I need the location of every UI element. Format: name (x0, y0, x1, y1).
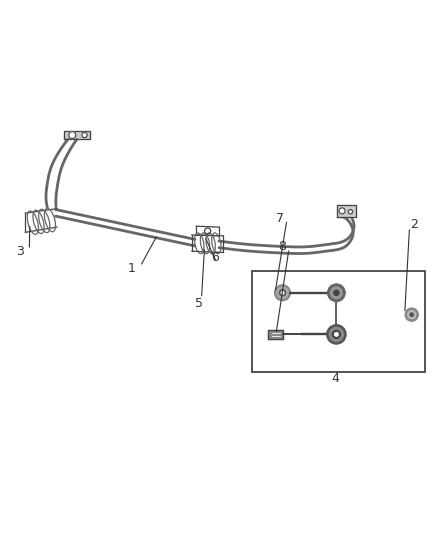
Text: 5: 5 (195, 297, 203, 310)
Text: 1: 1 (127, 262, 135, 275)
Circle shape (334, 290, 339, 295)
Text: 7: 7 (276, 212, 284, 225)
Polygon shape (337, 205, 356, 216)
Bar (252, 271, 425, 372)
Circle shape (82, 133, 87, 138)
Circle shape (328, 284, 345, 302)
Circle shape (279, 290, 286, 296)
Circle shape (327, 325, 346, 344)
Circle shape (281, 292, 284, 294)
Circle shape (331, 287, 342, 298)
Polygon shape (64, 131, 90, 140)
Circle shape (329, 327, 343, 342)
Circle shape (275, 285, 290, 301)
Text: 3: 3 (16, 245, 24, 257)
Circle shape (348, 209, 353, 214)
Circle shape (332, 330, 340, 338)
Text: 4: 4 (331, 372, 339, 385)
Text: 6: 6 (211, 251, 219, 264)
Text: 2: 2 (410, 219, 418, 231)
Circle shape (69, 132, 76, 139)
Circle shape (335, 333, 338, 336)
Circle shape (408, 311, 416, 319)
Circle shape (410, 313, 413, 317)
Circle shape (405, 308, 418, 321)
Polygon shape (268, 330, 283, 339)
Circle shape (339, 208, 345, 214)
Circle shape (277, 287, 288, 298)
Text: 8: 8 (279, 240, 286, 253)
